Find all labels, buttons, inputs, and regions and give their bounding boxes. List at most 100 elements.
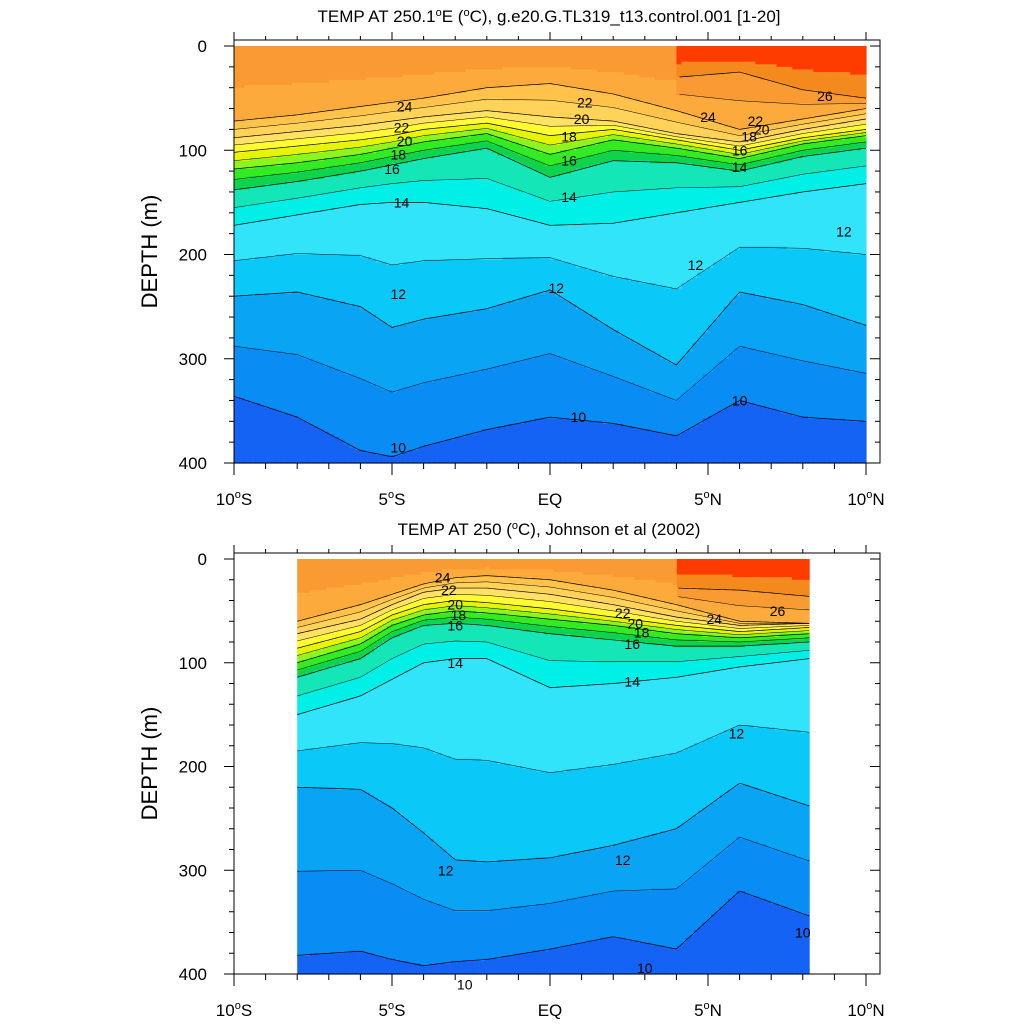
field-cell [686,113,693,125]
field-cell [639,100,646,115]
field-cell [639,134,646,141]
field-cell [860,142,867,149]
field-cell [702,865,708,923]
field-cell [355,147,361,157]
field-cell [471,90,477,102]
field-cell [597,92,604,107]
field-cell [455,132,462,138]
field-cell [528,168,535,196]
field-cell [638,559,644,581]
field-cell [408,823,413,895]
field-cell [489,909,495,960]
field-cell [472,605,477,612]
field-cell [328,46,335,81]
field-cell [361,950,367,975]
field-cell [625,559,631,578]
field-cell [571,46,577,71]
field-cell [322,787,328,871]
field-cell [578,559,584,573]
field-cell [723,186,730,206]
field-cell [318,953,324,975]
field-cell [591,587,597,596]
field-cell [361,610,367,620]
field-cell [844,95,851,104]
field-cell [659,945,665,975]
field-cell [313,145,319,154]
field-cell [397,163,404,185]
field-cell [829,72,835,94]
field-cell [732,667,738,729]
field-cell [420,616,426,622]
field-cell [629,680,635,762]
field-cell [386,605,392,612]
field-cell [265,202,272,222]
field-cell [771,246,778,300]
field-cell [715,735,721,801]
field-cell [665,189,672,216]
field-cell [818,147,825,154]
field-cell [402,202,409,263]
field-cell [655,644,661,664]
field-cell [313,194,319,214]
field-cell [518,129,525,138]
field-cell [361,603,367,612]
field-cell [597,137,604,144]
field-cell [392,100,398,112]
field-cell [595,940,601,975]
field-cell [314,748,320,788]
field-cell [481,207,488,261]
field-cell [608,616,614,622]
field-cell [781,137,788,144]
field-cell [745,893,750,975]
field-cell [612,605,618,612]
field-cell [484,574,490,583]
field-cell [834,46,841,73]
field-cell [745,577,750,591]
field-cell [723,629,729,635]
field-cell [439,95,446,107]
field-cell [416,626,422,648]
field-cell [386,639,392,661]
field-cell [686,145,693,151]
field-cell [629,382,635,428]
field-cell [339,108,346,120]
field-cell [399,888,405,962]
field-cell [523,906,529,954]
field-cell [344,147,351,157]
field-cell [765,124,772,130]
field-cell [813,72,820,91]
field-cell [382,623,388,630]
field-cell [497,603,503,609]
field-cell [804,631,810,635]
field-cell [760,246,767,297]
field-cell [335,683,341,703]
field-cell [813,90,820,104]
field-cell [339,173,346,193]
field-cell [344,134,351,144]
field-cell [760,137,767,144]
field-cell [715,657,721,672]
field-cell [629,662,635,682]
field-cell [787,854,793,910]
field-cell [804,634,810,638]
field-cell [787,152,793,162]
field-cell [660,395,667,435]
field-cell [348,699,354,744]
y-tick-label: 400 [179,965,207,984]
field-cell [672,610,678,617]
field-cell [501,582,507,591]
field-cell [757,665,763,729]
field-cell [650,132,656,138]
field-cell [484,618,490,628]
field-cell [597,124,604,133]
field-cell [386,184,393,203]
x-tick-label: 10oS [216,1000,252,1020]
field-cell [708,46,714,63]
field-cell [484,595,490,604]
field-cell [408,559,413,576]
field-cell [467,859,473,913]
field-cell [412,623,418,630]
field-cell [331,631,337,641]
field-cell [476,129,483,136]
